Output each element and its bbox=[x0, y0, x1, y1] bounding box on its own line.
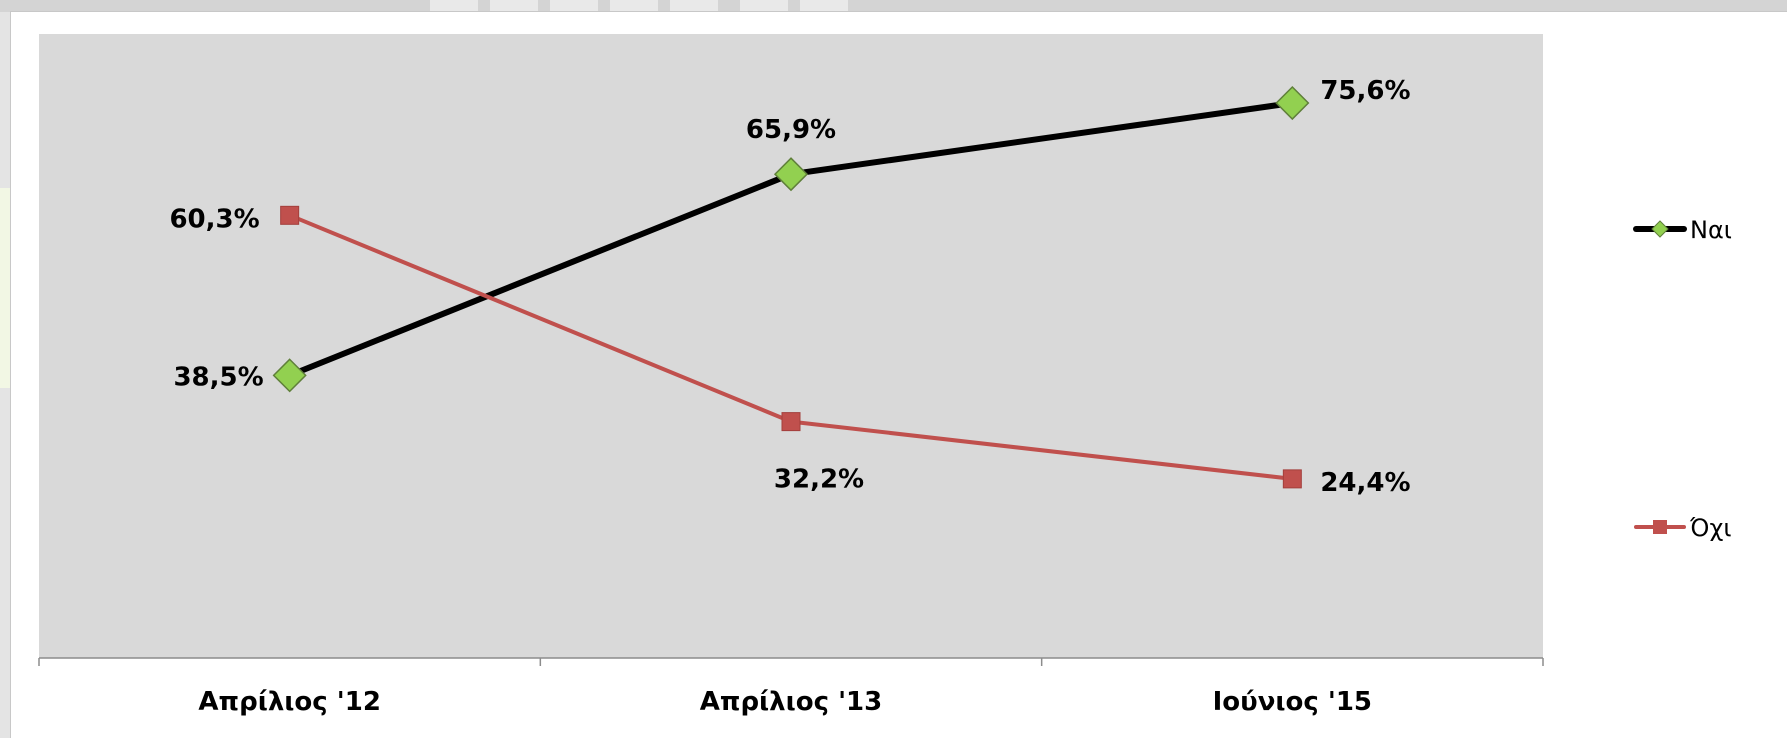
data-label: 38,5% bbox=[173, 362, 263, 392]
data-point-marker bbox=[280, 205, 300, 225]
top-tab bbox=[670, 0, 718, 12]
left-panel-edge bbox=[0, 188, 10, 388]
x-tick-label: Απρίλιος '13 bbox=[700, 687, 882, 717]
data-label: 60,3% bbox=[169, 204, 259, 234]
x-tick-label: Απρίλιος '12 bbox=[198, 687, 380, 717]
top-tab bbox=[800, 0, 848, 12]
x-tick-label: Ιούνιος '15 bbox=[1213, 687, 1372, 717]
data-label: 75,6% bbox=[1320, 76, 1410, 106]
data-point-marker bbox=[1275, 85, 1310, 121]
data-point-marker bbox=[781, 412, 801, 432]
top-tab bbox=[490, 0, 538, 12]
legend-marker bbox=[1653, 520, 1667, 534]
legend-label: Όχι bbox=[1689, 514, 1731, 542]
data-point-marker bbox=[1282, 469, 1302, 489]
top-tab bbox=[430, 0, 478, 12]
chart-frame: Απρίλιος '12 Απρίλιος '13 Ιούνιος '15 38,5%… bbox=[10, 11, 1787, 738]
data-point-marker bbox=[272, 358, 307, 393]
data-point-marker bbox=[773, 157, 809, 192]
data-label: 65,9% bbox=[746, 115, 836, 145]
legend-marker bbox=[1651, 220, 1669, 238]
plot-area bbox=[39, 34, 1543, 658]
line-chart: Απρίλιος '12 Απρίλιος '13 Ιούνιος '15 38,5%… bbox=[38, 34, 1732, 717]
legend-label: Ναι bbox=[1690, 216, 1732, 244]
top-strip bbox=[0, 0, 1787, 12]
data-label: 24,4% bbox=[1320, 468, 1410, 498]
top-tab bbox=[610, 0, 658, 12]
data-label: 32,2% bbox=[774, 465, 864, 495]
top-tab bbox=[740, 0, 788, 12]
top-tab bbox=[550, 0, 598, 12]
